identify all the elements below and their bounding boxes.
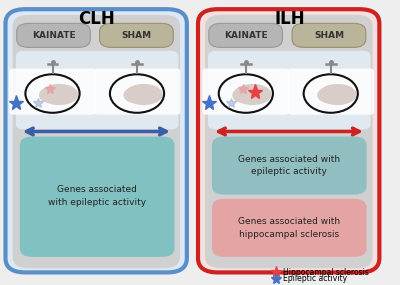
FancyBboxPatch shape bbox=[292, 23, 366, 47]
FancyBboxPatch shape bbox=[198, 9, 379, 272]
FancyBboxPatch shape bbox=[202, 68, 289, 115]
Text: SHAM: SHAM bbox=[314, 31, 344, 40]
Text: Genes associated with
epileptic activity: Genes associated with epileptic activity bbox=[238, 155, 340, 176]
FancyBboxPatch shape bbox=[16, 51, 178, 129]
Text: KAINATE: KAINATE bbox=[224, 31, 268, 40]
FancyBboxPatch shape bbox=[212, 137, 367, 195]
Ellipse shape bbox=[40, 84, 78, 105]
Ellipse shape bbox=[317, 87, 342, 103]
Text: Hippocampal sclerosis: Hippocampal sclerosis bbox=[283, 268, 369, 277]
Text: ILH: ILH bbox=[274, 10, 305, 28]
FancyBboxPatch shape bbox=[205, 15, 372, 268]
FancyBboxPatch shape bbox=[17, 23, 90, 47]
Ellipse shape bbox=[124, 87, 148, 103]
Text: SHAM: SHAM bbox=[121, 31, 152, 40]
FancyBboxPatch shape bbox=[287, 68, 374, 115]
Ellipse shape bbox=[234, 84, 272, 105]
Ellipse shape bbox=[39, 87, 63, 103]
Text: Genes associated
with epileptic activity: Genes associated with epileptic activity bbox=[48, 185, 146, 207]
Ellipse shape bbox=[232, 87, 257, 103]
FancyBboxPatch shape bbox=[13, 15, 180, 268]
Text: Genes associated with
hippocampal sclerosis: Genes associated with hippocampal sclero… bbox=[238, 217, 340, 239]
FancyBboxPatch shape bbox=[9, 68, 96, 115]
FancyBboxPatch shape bbox=[212, 199, 367, 257]
Text: CLH: CLH bbox=[78, 10, 115, 28]
FancyBboxPatch shape bbox=[100, 23, 173, 47]
FancyBboxPatch shape bbox=[20, 137, 174, 257]
FancyBboxPatch shape bbox=[94, 68, 180, 115]
Ellipse shape bbox=[125, 84, 163, 105]
FancyBboxPatch shape bbox=[209, 23, 282, 47]
FancyBboxPatch shape bbox=[208, 51, 371, 129]
Text: KAINATE: KAINATE bbox=[32, 31, 75, 40]
Text: Epileptic activity: Epileptic activity bbox=[283, 274, 347, 283]
Ellipse shape bbox=[318, 84, 356, 105]
FancyBboxPatch shape bbox=[6, 9, 187, 272]
